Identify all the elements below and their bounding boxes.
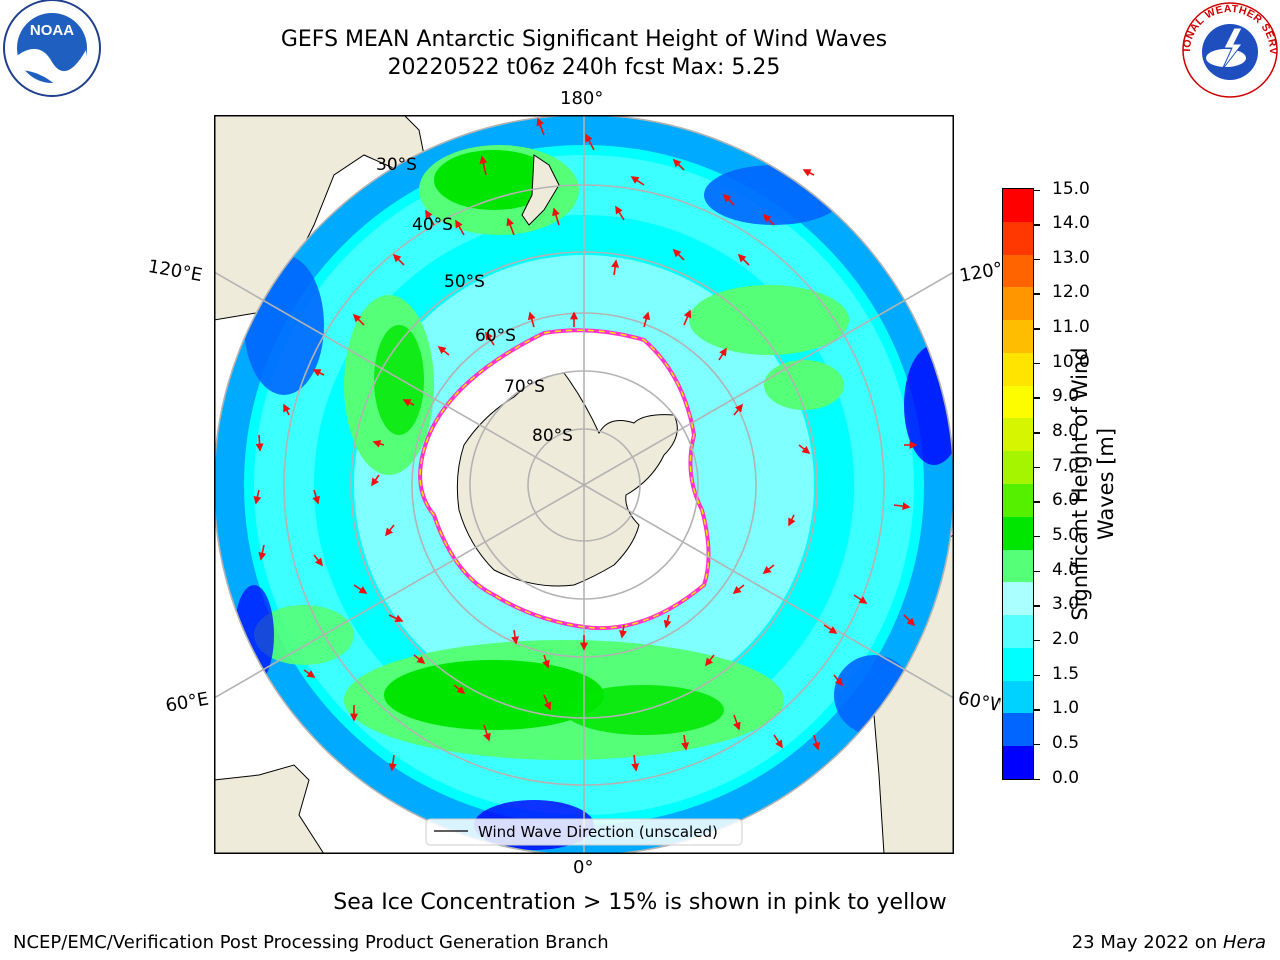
colorbar-segment bbox=[1003, 320, 1033, 353]
noaa-logo: NOAA bbox=[0, 0, 104, 104]
colorbar-segment bbox=[1003, 254, 1033, 288]
chart-title-line2: 20220522 t06z 240h fcst Max: 5.25 bbox=[387, 55, 781, 80]
colorbar-tick-mark bbox=[1034, 258, 1040, 261]
colorbar-tick-label: 3.0 bbox=[1052, 594, 1080, 615]
footer-date-text: 23 May 2022 on bbox=[1071, 932, 1223, 953]
sea-ice-note: Sea Ice Concentration > 15% is shown in … bbox=[333, 890, 947, 915]
footer-credit: NCEP/EMC/Verification Post Processing Pr… bbox=[13, 932, 609, 953]
lat-label-40s: 40°S bbox=[412, 215, 453, 235]
lat-label-50s: 50°S bbox=[444, 272, 485, 292]
colorbar-title: Significant Height of Wind Waves [m] bbox=[1068, 347, 1118, 621]
colorbar-tick-label: 0.0 bbox=[1052, 767, 1080, 788]
lon-label-0: 0° bbox=[573, 857, 594, 878]
colorbar-tick-mark bbox=[1034, 535, 1040, 538]
colorbar-segment bbox=[1003, 713, 1033, 747]
footer-host: Hera bbox=[1222, 932, 1266, 953]
colorbar-tick-mark bbox=[1034, 466, 1040, 469]
colorbar-tick-label: 7.0 bbox=[1052, 455, 1080, 476]
meridian-lines bbox=[214, 115, 954, 854]
nws-logo: NATIONAL WEATHER SERVICE bbox=[1174, 0, 1280, 100]
svg-text:NOAA: NOAA bbox=[30, 22, 74, 39]
colorbar-segment bbox=[1003, 418, 1033, 452]
colorbar-ticks: 15.0 14.0 13.0 12.0 11.0 10.0 9.0 8.0 7.0 6.0 5.0 4… bbox=[1034, 178, 1114, 790]
footer-date: 23 May 2022 on Hera bbox=[1072, 932, 1266, 953]
colorbar-tick-mark bbox=[1034, 189, 1040, 191]
colorbar-tick-label: 6.0 bbox=[1052, 490, 1080, 511]
colorbar-tick-mark bbox=[1034, 674, 1040, 677]
colorbar-segment bbox=[1003, 746, 1033, 779]
colorbar-tick-mark bbox=[1034, 709, 1040, 711]
colorbar-segment bbox=[1003, 483, 1033, 517]
map-panel[interactable]: 30°S 40°S 50°S 60°S 70°S 80°S Wind Wave … bbox=[214, 115, 954, 854]
lon-label-60e: 60°E bbox=[164, 688, 211, 717]
lon-label-120e: 120°E bbox=[146, 256, 204, 287]
colorbar-tick-label: 11.0 bbox=[1052, 317, 1090, 338]
colorbar-tick-mark bbox=[1034, 362, 1040, 365]
colorbar-tick-mark bbox=[1034, 501, 1040, 503]
colorbar-tick-label: 9.0 bbox=[1052, 386, 1080, 407]
colorbar-tick-label: 1.5 bbox=[1052, 663, 1080, 684]
colorbar-segment bbox=[1003, 451, 1033, 484]
colorbar-tick-label: 2.0 bbox=[1052, 628, 1080, 649]
colorbar-segment bbox=[1003, 647, 1033, 681]
colorbar-segment bbox=[1003, 582, 1033, 616]
colorbar-tick-label: 14.0 bbox=[1052, 213, 1090, 234]
colorbar-tick-mark bbox=[1034, 778, 1040, 780]
lat-label-70s: 70°S bbox=[504, 377, 545, 397]
colorbar-tick-mark bbox=[1034, 570, 1040, 573]
colorbar-tick-label: 13.0 bbox=[1052, 247, 1090, 268]
colorbar-tick-label: 1.0 bbox=[1052, 698, 1080, 719]
lat-label-80s: 80°S bbox=[532, 426, 573, 446]
map-svg: 30°S 40°S 50°S 60°S 70°S 80°S Wind Wave … bbox=[214, 115, 954, 854]
colorbar-tick-mark bbox=[1034, 743, 1040, 746]
colorbar-tick-label: 0.5 bbox=[1052, 732, 1080, 753]
colorbar-tick-mark bbox=[1034, 293, 1040, 295]
colorbar-tick-mark bbox=[1034, 639, 1040, 642]
map-legend: Wind Wave Direction (unscaled) bbox=[425, 818, 743, 846]
antarctica-landmass bbox=[456, 372, 678, 587]
colorbar-segment bbox=[1003, 221, 1033, 255]
colorbar-tick-mark bbox=[1034, 328, 1040, 330]
colorbar-tick-label: 5.0 bbox=[1052, 524, 1080, 545]
africa-landmass bbox=[214, 764, 325, 854]
colorbar-segment bbox=[1003, 385, 1033, 419]
lon-label-60w: 60°W bbox=[956, 688, 1002, 716]
lat-label-30s: 30°S bbox=[376, 155, 417, 175]
colorbar-tick-label: 8.0 bbox=[1052, 421, 1080, 442]
colorbar-tick-label: 10.0 bbox=[1052, 351, 1090, 372]
colorbar-segment bbox=[1003, 680, 1033, 714]
colorbar-tick-mark bbox=[1034, 605, 1040, 607]
colorbar-segment bbox=[1003, 516, 1033, 550]
colorbar-tick-mark bbox=[1034, 397, 1040, 399]
colorbar-tick-mark bbox=[1034, 224, 1040, 226]
latitude-labels: 30°S 40°S 50°S 60°S 70°S 80°S bbox=[376, 155, 573, 446]
colorbar-tick-label: 4.0 bbox=[1052, 559, 1080, 580]
lon-label-120w: 120°W bbox=[958, 258, 1005, 287]
colorbar-segment bbox=[1003, 352, 1033, 386]
lat-label-60s: 60°S bbox=[475, 326, 516, 346]
colorbar-segment bbox=[1003, 188, 1033, 222]
chart-title-line1: GEFS MEAN Antarctic Significant Height o… bbox=[280, 27, 888, 52]
colorbar-segment bbox=[1003, 615, 1033, 648]
colorbar bbox=[1002, 188, 1034, 780]
wind-wave-arrows bbox=[253, 117, 918, 772]
legend-label: Wind Wave Direction (unscaled) bbox=[478, 823, 718, 841]
lon-label-180: 180° bbox=[560, 88, 604, 109]
colorbar-segment bbox=[1003, 549, 1033, 583]
colorbar-tick-mark bbox=[1034, 432, 1040, 434]
colorbar-tick-label: 15.0 bbox=[1052, 178, 1090, 199]
colorbar-tick-label: 12.0 bbox=[1052, 282, 1090, 303]
colorbar-segment bbox=[1003, 287, 1033, 321]
new-zealand-landmass bbox=[521, 154, 560, 226]
